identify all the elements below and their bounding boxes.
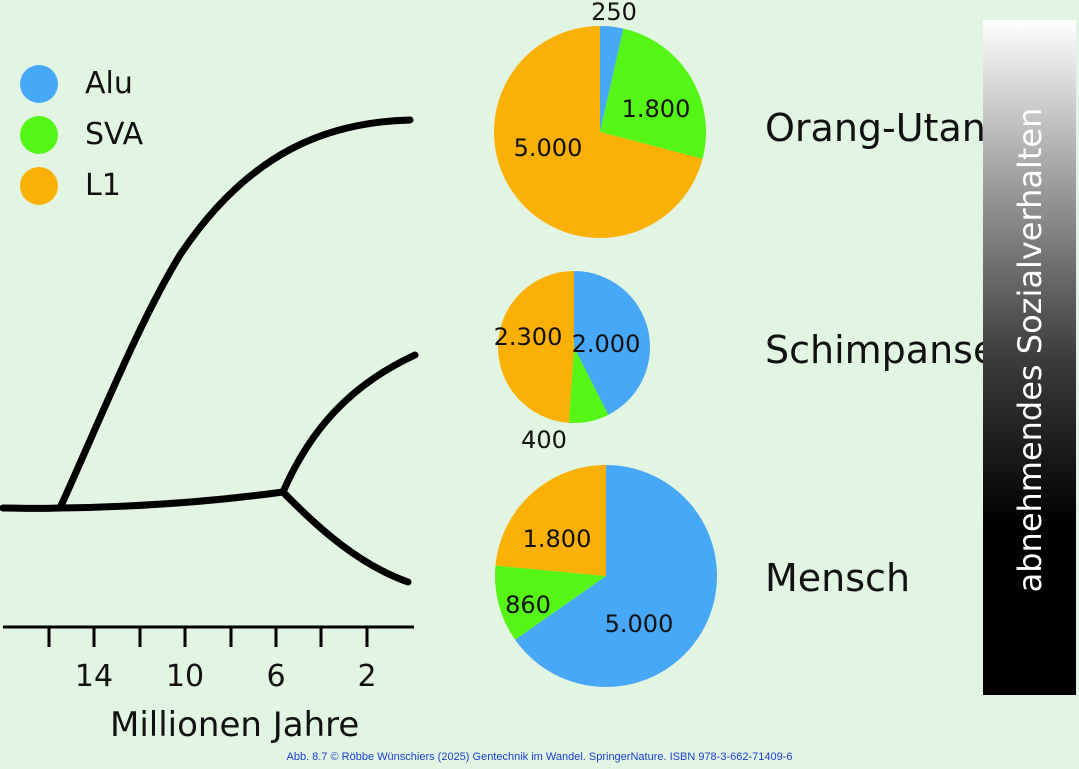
species-label-orang-utan: Orang-Utan	[765, 106, 986, 150]
legend-label-sva: SVA	[85, 117, 144, 152]
pie-data-label: 1.800	[523, 525, 592, 553]
pie-data-label: 1.800	[622, 95, 691, 123]
legend: Alu SVA L1	[20, 58, 143, 211]
gradient-label: abnehmendes Sozialverhalten	[1011, 107, 1049, 593]
legend-item-l1: L1	[20, 160, 143, 211]
axis-tick-label: 14	[75, 659, 113, 694]
legend-item-sva: SVA	[20, 109, 143, 160]
axis-ticks	[47, 627, 369, 647]
legend-swatch-l1	[20, 166, 58, 205]
pie-slice-alu	[574, 271, 650, 415]
pie-slice-l1	[497, 271, 574, 423]
social-behavior-gradient-bar	[983, 20, 1076, 695]
pie-data-label: 400	[521, 426, 567, 454]
tree-branch-orang	[56, 116, 414, 512]
axis-title: Millionen Jahre	[110, 705, 360, 745]
pie-slice-l1	[495, 465, 606, 576]
pie-data-label: 5.000	[514, 134, 583, 162]
pie-data-label: 2.000	[572, 330, 641, 358]
pie-data-label: 860	[505, 591, 551, 619]
axis-tick-labels: 14 10 6 2	[75, 659, 377, 694]
pie-mensch: 5.000 860 1.800	[494, 465, 717, 687]
pie-data-label: 2.300	[494, 323, 563, 351]
copyright-footer: Abb. 8.7 © Röbbe Wünschiers (2025) Gente…	[286, 751, 793, 763]
pie-slice-alu	[600, 26, 624, 132]
pie-slice-sva	[568, 347, 609, 423]
legend-item-alu: Alu	[20, 58, 143, 109]
pie-data-label: 5.000	[605, 610, 674, 638]
pie-data-label: 250	[591, 0, 637, 26]
tree-branch-schimpanse	[279, 351, 419, 496]
pie-slice-l1	[493, 26, 703, 238]
legend-swatch-alu	[20, 64, 58, 103]
axis-tick-label: 10	[166, 659, 204, 694]
legend-swatch-sva	[20, 115, 58, 154]
axis-tick-label: 6	[266, 659, 285, 694]
pie-charts: 250 1.800 5.000 2.000 400 2.300 5.000 860 1.800	[494, 0, 717, 687]
tree-root-branch	[0, 488, 287, 512]
pie-orang-utan: 250 1.800 5.000	[493, 0, 706, 238]
pie-schimpanse: 2.000 400 2.300	[494, 271, 650, 454]
species-label-mensch: Mensch	[765, 556, 911, 600]
pie-slice-sva	[600, 28, 706, 159]
phylogenetic-tree	[0, 116, 419, 586]
axis-tick-label: 2	[357, 659, 376, 694]
legend-label-l1: L1	[85, 168, 121, 203]
tree-branch-mensch	[279, 488, 412, 586]
pie-slice-alu	[515, 465, 717, 687]
pie-slice-sva	[494, 565, 606, 640]
species-label-schimpanse: Schimpanse	[765, 328, 997, 372]
legend-label-alu: Alu	[85, 66, 133, 101]
